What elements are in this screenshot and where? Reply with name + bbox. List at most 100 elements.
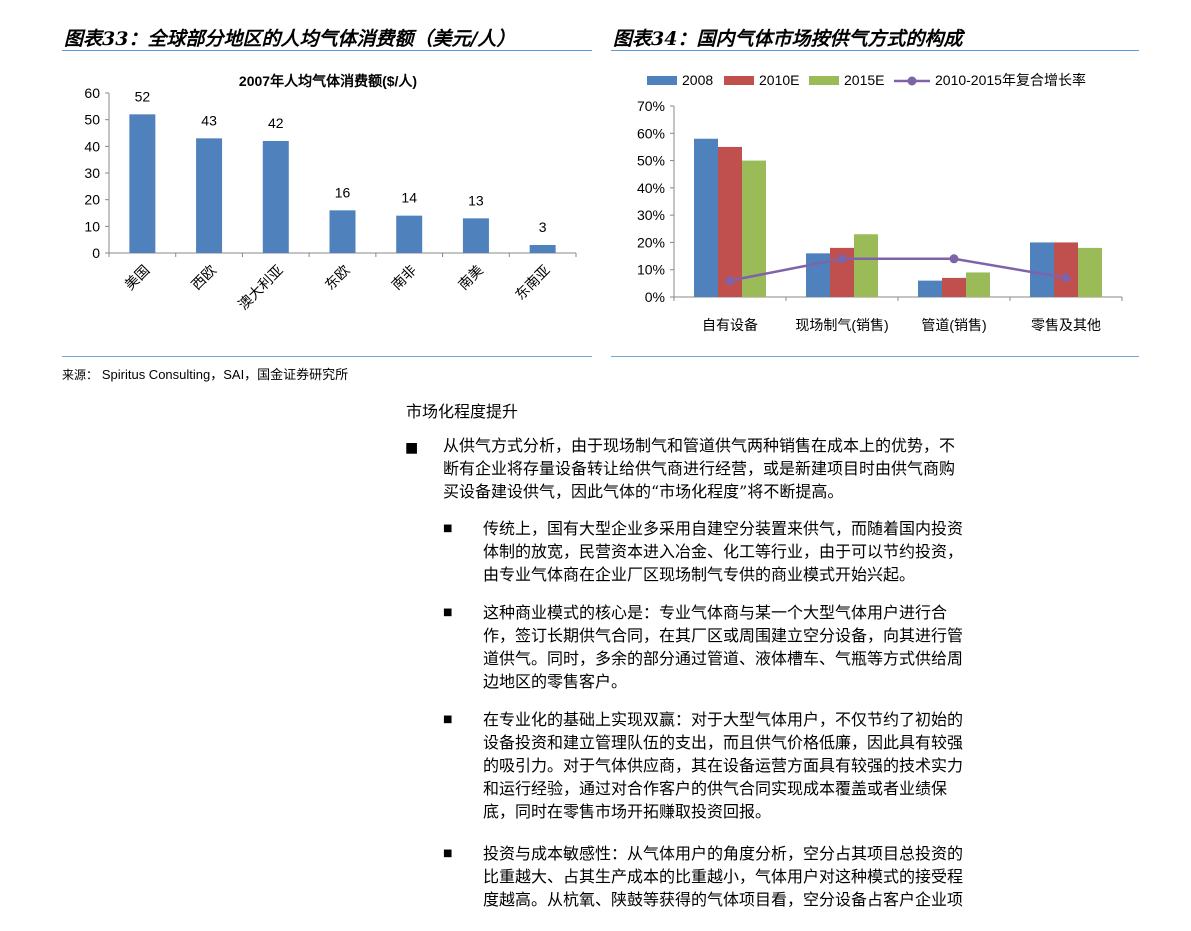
legend-label: 2015E: [844, 72, 884, 88]
x-category-label: 西欧: [188, 262, 219, 293]
paragraph-line: 在专业化的基础上实现双赢：对于大型气体用户，不仅节约了初始的: [483, 710, 964, 729]
y-tick-label: 50%: [637, 153, 665, 169]
bar: [396, 215, 423, 253]
x-category-label: 美国: [121, 262, 152, 293]
y-tick-label: 10%: [637, 262, 665, 278]
legend-swatch: [809, 76, 839, 85]
bar-2015E: [966, 272, 990, 297]
source-label: 来源：: [62, 368, 99, 382]
figure-33-bottom-rule: [62, 356, 592, 357]
bar-2008: [694, 138, 718, 297]
bar: [462, 218, 489, 253]
paragraph-line: 这种商业模式的核心是：专业气体商与某一个大型气体用户进行合: [483, 603, 948, 622]
chart-34-growth-line: [725, 254, 1071, 286]
sub-bullet-paragraph-4: 投资与成本敏感性：从气体用户的角度分析，空分占其项目总投资的 比重越大、占其生产…: [483, 842, 1130, 911]
chart-34-axes: 0% 10% 20% 30% 40% 50% 60% 70% 自有设备 现场制气(销售) 管道(销售…: [637, 98, 1123, 333]
y-tick-label: 20: [84, 192, 100, 208]
bar-2010E: [942, 277, 966, 297]
legend-label: 2010E: [759, 72, 799, 88]
paragraph-line: 边地区的零售客户。: [483, 672, 628, 691]
source-text: Spiritus Consulting，SAI，国金证券研究所: [101, 367, 349, 382]
paragraph-line: 度越高。从杭氧、陕鼓等获得的气体项目看，空分设备占客户企业项: [483, 890, 964, 909]
x-category-label: 自有设备: [702, 317, 758, 333]
x-category-label: 零售及其他: [1031, 317, 1101, 333]
data-label: 3: [539, 219, 547, 235]
chart-34-legend: 2008 2010E 2015E 2010-2015年复合增长率: [647, 72, 1086, 88]
sub-bullet-square-icon: ■: [443, 714, 453, 725]
figure-34-chart: 2008 2010E 2015E 2010-2015年复合增长率 0% 10% 20% 30…: [637, 72, 1123, 333]
bar-2008: [1030, 242, 1054, 297]
x-category-label: 南美: [455, 262, 486, 293]
source-note: 来源： Spiritus Consulting，SAI，国金证券研究所: [62, 364, 348, 383]
bar-2008: [918, 280, 942, 297]
paragraph-line: 买设备建设供气，因此气体的“市场化程度”将不断提高。: [443, 482, 844, 501]
paragraph-line: 设备投资和建立管理队伍的支出，而且供气价格低廉，因此具有较强: [483, 733, 964, 752]
growth-line-point: [837, 254, 847, 264]
figure-33-title: 图表33：全球部分地区的人均气体消费额（美元/人）: [64, 28, 516, 50]
x-category-label: 东欧: [322, 262, 353, 293]
bar: [196, 138, 223, 253]
figure-33-top-rule: [62, 50, 592, 51]
legend-swatch: [647, 76, 677, 85]
sub-bullet-paragraph-3: 在专业化的基础上实现双赢：对于大型气体用户，不仅节约了初始的 设备投资和建立管理…: [483, 708, 1130, 823]
y-tick-label: 40%: [637, 180, 665, 196]
legend-label: 2008: [682, 72, 713, 88]
bar: [329, 210, 356, 253]
legend-swatch: [724, 76, 754, 85]
x-category-label: 现场制气(销售): [795, 317, 888, 333]
data-label: 42: [268, 115, 284, 131]
chart-34-bars: [694, 138, 1102, 297]
bar-2010E: [718, 146, 742, 297]
sub-bullet-paragraph-1: 传统上，国有大型企业多采用自建空分装置来供气，而随着国内投资 体制的放宽，民营资…: [483, 517, 1130, 586]
bullet-square-icon: ■: [405, 440, 419, 456]
data-label: 16: [335, 184, 351, 200]
bar-2008: [806, 253, 830, 297]
y-tick-label: 0: [92, 245, 100, 261]
legend-label: 2010-2015年复合增长率: [935, 72, 1086, 88]
paragraph-line: 作，签订长期供气合同，在其厂区或周围建立空分设备，向其进行管: [483, 626, 964, 645]
x-category-label: 东南亚: [512, 262, 553, 303]
y-tick-label: 60: [84, 85, 100, 101]
growth-line-path: [729, 257, 1067, 282]
paragraph-line: 由专业气体商在企业厂区现场制气专供的商业模式开始兴起。: [483, 565, 916, 584]
sub-bullet-paragraph-2: 这种商业模式的核心是：专业气体商与某一个大型气体用户进行合 作，签订长期供气合同…: [483, 601, 1130, 693]
y-tick-label: 40: [84, 138, 100, 154]
y-tick-label: 70%: [637, 98, 665, 114]
y-tick-label: 0%: [645, 289, 665, 305]
paragraph-line: 和运行经验，通过对合作客户的供气合同实现成本覆盖或者业绩保: [483, 779, 948, 798]
data-label: 14: [401, 190, 417, 206]
chart-33-axes: 0 10 20 30 40 50 60 美国 西欧 澳大利亚 东欧 南非 南美 东南亚: [84, 85, 577, 313]
bar: [129, 114, 156, 253]
data-label: 13: [468, 192, 484, 208]
chart-33-title: 2007年人均气体消费额($/人): [239, 73, 417, 89]
bar: [529, 245, 556, 253]
figure-34-top-rule: [611, 50, 1139, 51]
y-tick-label: 30%: [637, 207, 665, 223]
paragraph-line: 断有企业将存量设备转让给供气商进行经营，或是新建项目时由供气商购: [443, 459, 956, 478]
data-label: 43: [201, 112, 217, 128]
x-category-label: 管道(销售): [921, 317, 986, 333]
paragraph-line: 投资与成本敏感性：从气体用户的角度分析，空分占其项目总投资的: [483, 844, 964, 863]
paragraph-line: 体制的放宽，民营资本进入冶金、化工等行业，由于可以节约投资，: [483, 542, 964, 561]
y-tick-label: 30: [84, 165, 100, 181]
paragraph-line: 的吸引力。对于气体供应商，其在设备运营方面具有较强的技术实力: [483, 756, 964, 775]
paragraph-line: 底，同时在零售市场开拓赚取投资回报。: [483, 802, 772, 821]
x-category-label: 澳大利亚: [235, 262, 286, 313]
bar-2010E: [1054, 242, 1078, 297]
paragraph-line: 传统上，国有大型企业多采用自建空分装置来供气，而随着国内投资: [483, 519, 964, 538]
growth-line-point: [949, 254, 959, 264]
sub-bullet-square-icon: ■: [443, 607, 453, 618]
section-title: 市场化程度提升: [406, 402, 519, 421]
bar-2015E: [1078, 247, 1102, 297]
paragraph-line: 道供气。同时，多余的部分通过管道、液体槽车、气瓶等方式供给周: [483, 649, 964, 668]
bar: [262, 141, 289, 253]
data-label: 52: [135, 88, 151, 104]
chart-33-bars: 52 43 42 16 14 13 3: [129, 88, 556, 253]
growth-line-point: [1061, 273, 1071, 283]
main-bullet-paragraph: 从供气方式分析，由于现场制气和管道供气两种销售在成本上的优势，不 断有企业将存量…: [443, 434, 1130, 503]
paragraph-line: 从供气方式分析，由于现场制气和管道供气两种销售在成本上的优势，不: [443, 436, 956, 455]
y-tick-label: 60%: [637, 125, 665, 141]
legend-line-marker: [907, 76, 917, 86]
figure-34-title: 图表34：国内气体市场按供气方式的构成: [613, 28, 963, 50]
growth-line-point: [725, 276, 735, 286]
